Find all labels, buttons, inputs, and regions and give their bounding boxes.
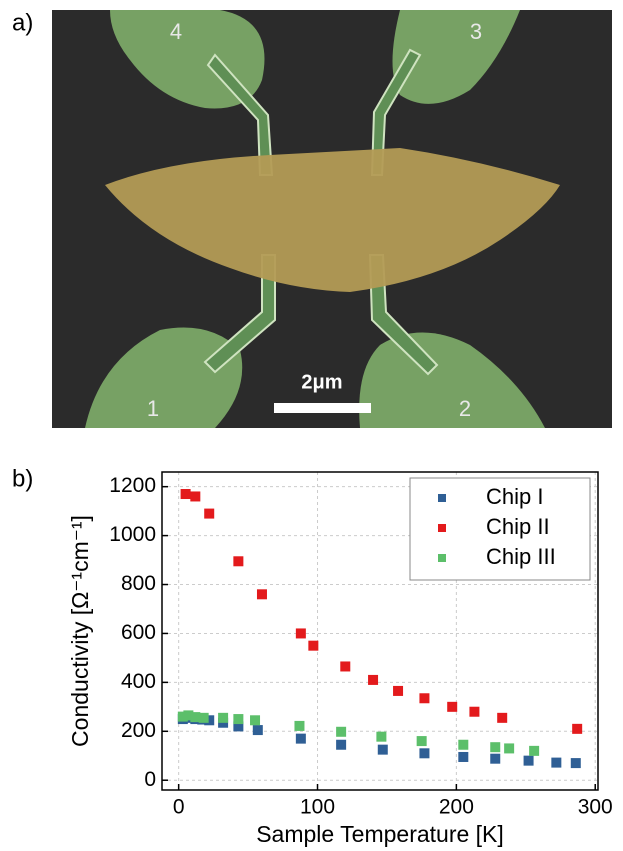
point xyxy=(447,702,457,712)
point xyxy=(419,748,429,758)
point xyxy=(294,721,304,731)
panel-label: b) xyxy=(12,465,33,492)
point xyxy=(490,754,500,764)
point xyxy=(529,746,539,756)
figure: a) 4 3 1 2 2μm b) 0200400600800100012000… xyxy=(0,0,623,851)
electrode-label: 1 xyxy=(147,396,159,421)
point xyxy=(571,758,581,768)
scale-bar xyxy=(274,403,371,413)
point xyxy=(250,715,260,725)
point xyxy=(204,509,214,519)
y-tick-label: 1200 xyxy=(109,474,156,497)
legend-marker xyxy=(438,524,446,532)
y-tick-label: 0 xyxy=(144,768,156,791)
point xyxy=(233,714,243,724)
point xyxy=(417,736,427,746)
x-tick-label: 300 xyxy=(578,796,613,819)
point xyxy=(190,491,200,501)
point xyxy=(572,724,582,734)
x-tick-label: 100 xyxy=(300,796,335,819)
y-tick-label: 1000 xyxy=(109,523,156,546)
point xyxy=(469,707,479,717)
point xyxy=(308,641,318,651)
point xyxy=(340,661,350,671)
legend-label: Chip III xyxy=(486,544,556,569)
electrode-label: 3 xyxy=(470,19,482,44)
point xyxy=(524,756,534,766)
point xyxy=(218,713,228,723)
point xyxy=(551,758,561,768)
panel-label: a) xyxy=(12,9,33,36)
y-axis-label: Conductivity [Ω⁻¹cm⁻¹] xyxy=(67,515,93,747)
point xyxy=(458,752,468,762)
point xyxy=(458,740,468,750)
scale-bar-label: 2μm xyxy=(301,371,342,393)
y-tick-label: 600 xyxy=(121,621,156,644)
point xyxy=(199,713,209,723)
point xyxy=(336,727,346,737)
x-axis-label: Sample Temperature [K] xyxy=(256,821,504,847)
point xyxy=(378,745,388,755)
electrode-label: 2 xyxy=(459,396,471,421)
x-tick-label: 0 xyxy=(173,796,185,819)
point xyxy=(233,556,243,566)
point xyxy=(368,675,378,685)
legend-marker xyxy=(438,554,446,562)
point xyxy=(419,693,429,703)
legend-marker xyxy=(438,494,446,502)
point xyxy=(257,589,267,599)
y-tick-label: 200 xyxy=(121,719,156,742)
legend-label: Chip I xyxy=(486,484,543,509)
y-tick-label: 400 xyxy=(121,670,156,693)
point xyxy=(376,732,386,742)
point xyxy=(504,743,514,753)
legend-label: Chip II xyxy=(486,514,550,539)
point xyxy=(490,742,500,752)
sem-image: 4 3 1 2 2μm xyxy=(52,10,612,428)
point xyxy=(497,713,507,723)
page: a) 4 3 1 2 2μm b) 0200400600800100012000… xyxy=(0,0,623,851)
x-tick-label: 200 xyxy=(439,796,474,819)
y-tick-label: 800 xyxy=(121,572,156,595)
point xyxy=(296,734,306,744)
chart: 0 200 400 600 800 1000 1200 0 100 200 300 Sample Te… xyxy=(67,472,613,847)
electrode-label: 4 xyxy=(170,19,182,44)
point xyxy=(181,489,191,499)
point xyxy=(296,628,306,638)
point xyxy=(253,725,263,735)
point xyxy=(393,686,403,696)
point xyxy=(336,740,346,750)
